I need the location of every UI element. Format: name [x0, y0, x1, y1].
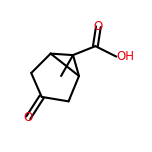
- Text: O: O: [24, 111, 33, 124]
- Text: OH: OH: [116, 50, 134, 63]
- Text: O: O: [94, 20, 103, 33]
